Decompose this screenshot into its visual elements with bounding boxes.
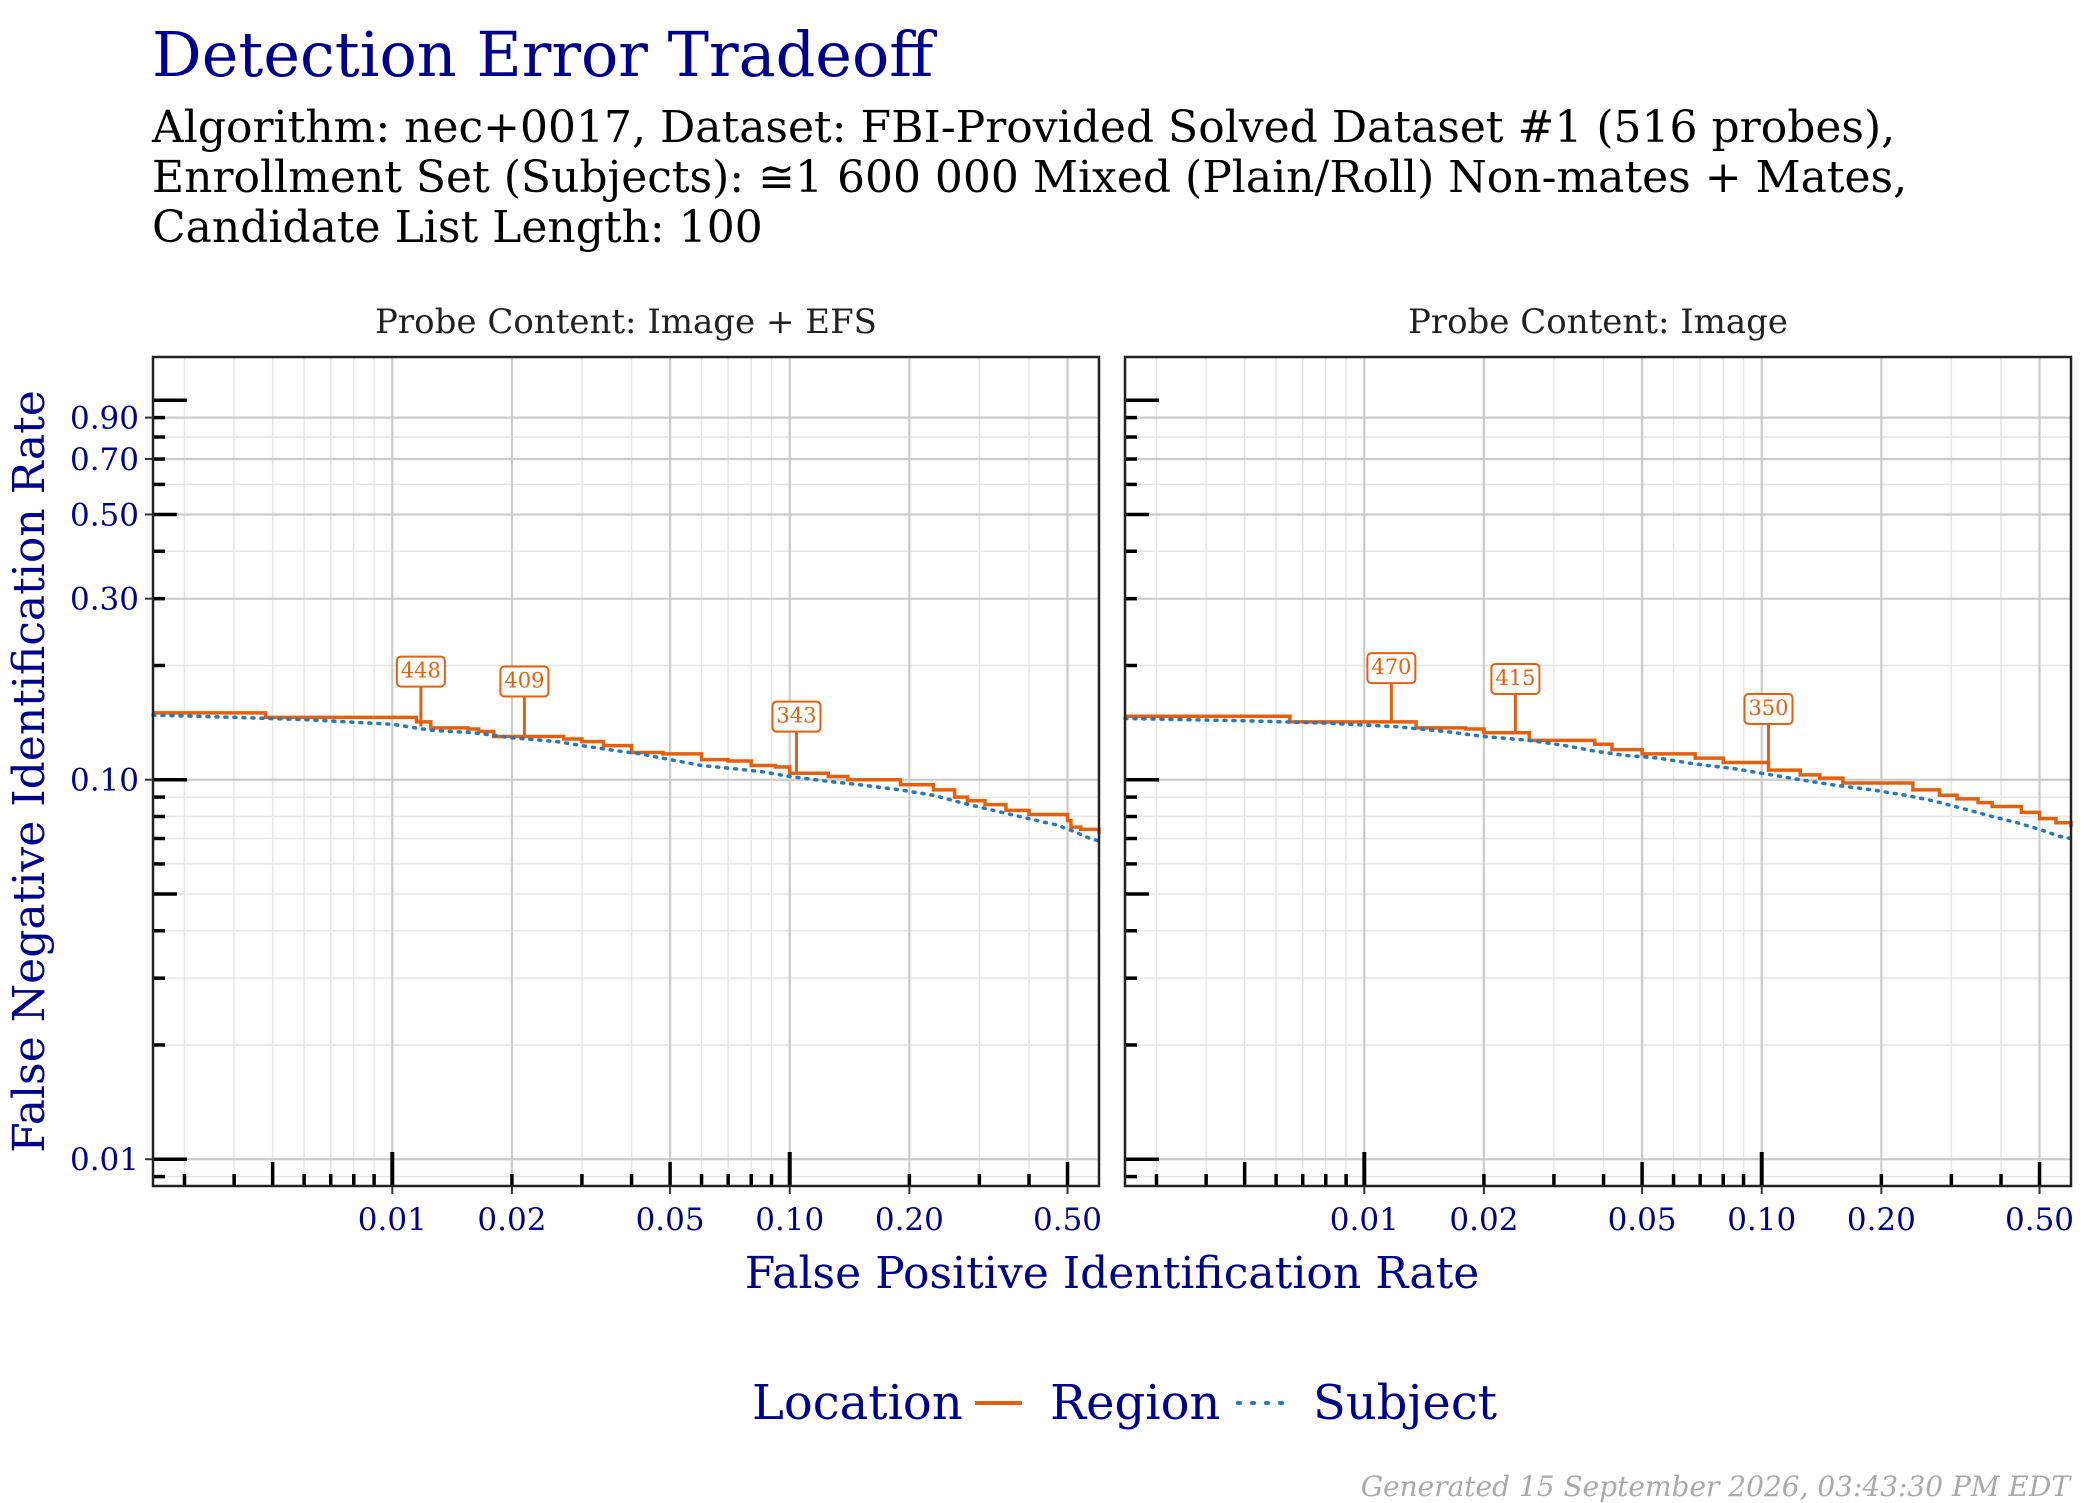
det-chart: Probe Content: Image + EFS 448 409 343 0.01 0… [4, 302, 2074, 1431]
y-tick-label: 0.90 [70, 401, 139, 437]
panel-1: Probe Content: Image + EFS 448 409 343 0.01 0… [70, 302, 1102, 1238]
x-tick-label: 0.10 [755, 1202, 824, 1238]
annotation-label: 448 [401, 659, 441, 683]
legend: Location Region Subject [752, 1375, 1497, 1431]
series-line-region [153, 711, 1101, 834]
annotation-label: 343 [776, 704, 816, 728]
annotation-label: 470 [1371, 655, 1411, 679]
x-tick-label: 0.50 [2005, 1202, 2074, 1238]
annotation-label: 409 [504, 668, 544, 692]
chart-title: Detection Error Tradeoff [152, 18, 934, 91]
generated-timestamp: Generated 15 September 2026, 03:43:30 PM… [1360, 1470, 2070, 1503]
y-tick-label: 0.70 [70, 442, 139, 478]
annotation-box [1743, 693, 1794, 726]
series-line-subject [151, 713, 1101, 843]
subtitle-line-1: Algorithm: nec+0017, Dataset: FBI-Provid… [152, 102, 1896, 153]
y-tick-label: 0.10 [70, 763, 139, 799]
y-tick-label: 0.01 [70, 1142, 139, 1178]
x-tick-label: 0.02 [1449, 1202, 1518, 1238]
y-tick-label: 0.50 [70, 497, 139, 533]
x-tick-label: 0.50 [1033, 1202, 1102, 1238]
subtitle-line-3: Candidate List Length: 100 [152, 202, 763, 253]
annotation-box [395, 655, 446, 688]
panel-border [151, 355, 1101, 1188]
annotation-box [771, 700, 822, 733]
x-tick-label: 0.20 [1847, 1202, 1916, 1238]
series-line-subject [1123, 716, 2073, 841]
legend-title: Location [752, 1375, 963, 1431]
panel-strip-label: Probe Content: Image + EFS [375, 302, 877, 342]
x-tick-label: 0.20 [875, 1202, 944, 1238]
x-tick-label: 0.01 [358, 1202, 427, 1238]
x-tick-label: 0.02 [477, 1202, 546, 1238]
x-tick-label: 0.10 [1727, 1202, 1796, 1238]
legend-label-subject: Subject [1313, 1375, 1497, 1431]
x-tick-label: 0.01 [1330, 1202, 1399, 1238]
x-axis-title: False Positive Identification Rate [745, 1248, 1480, 1299]
annotation-box [499, 665, 550, 698]
y-tick-label: 0.30 [70, 582, 139, 618]
x-tick-label: 0.05 [636, 1202, 705, 1238]
panel-strip-label: Probe Content: Image [1408, 302, 1788, 342]
legend-label-region: Region [1050, 1375, 1220, 1431]
x-tick-label: 0.05 [1608, 1202, 1677, 1238]
panel-border [1123, 355, 2073, 1188]
annotation-box [1490, 662, 1541, 695]
annotation-box [1366, 652, 1417, 685]
annotation-label: 415 [1495, 666, 1535, 690]
series-line-region [1125, 714, 2073, 828]
y-axis-title: False Negative Identification Rate [4, 390, 55, 1153]
annotation-label: 350 [1748, 696, 1788, 720]
subtitle-line-2: Enrollment Set (Subjects): ≅1 600 000 Mi… [152, 152, 1908, 203]
panel-2: Probe Content: Image 470 415 350 0.01 0.02 0.0… [1123, 302, 2074, 1238]
